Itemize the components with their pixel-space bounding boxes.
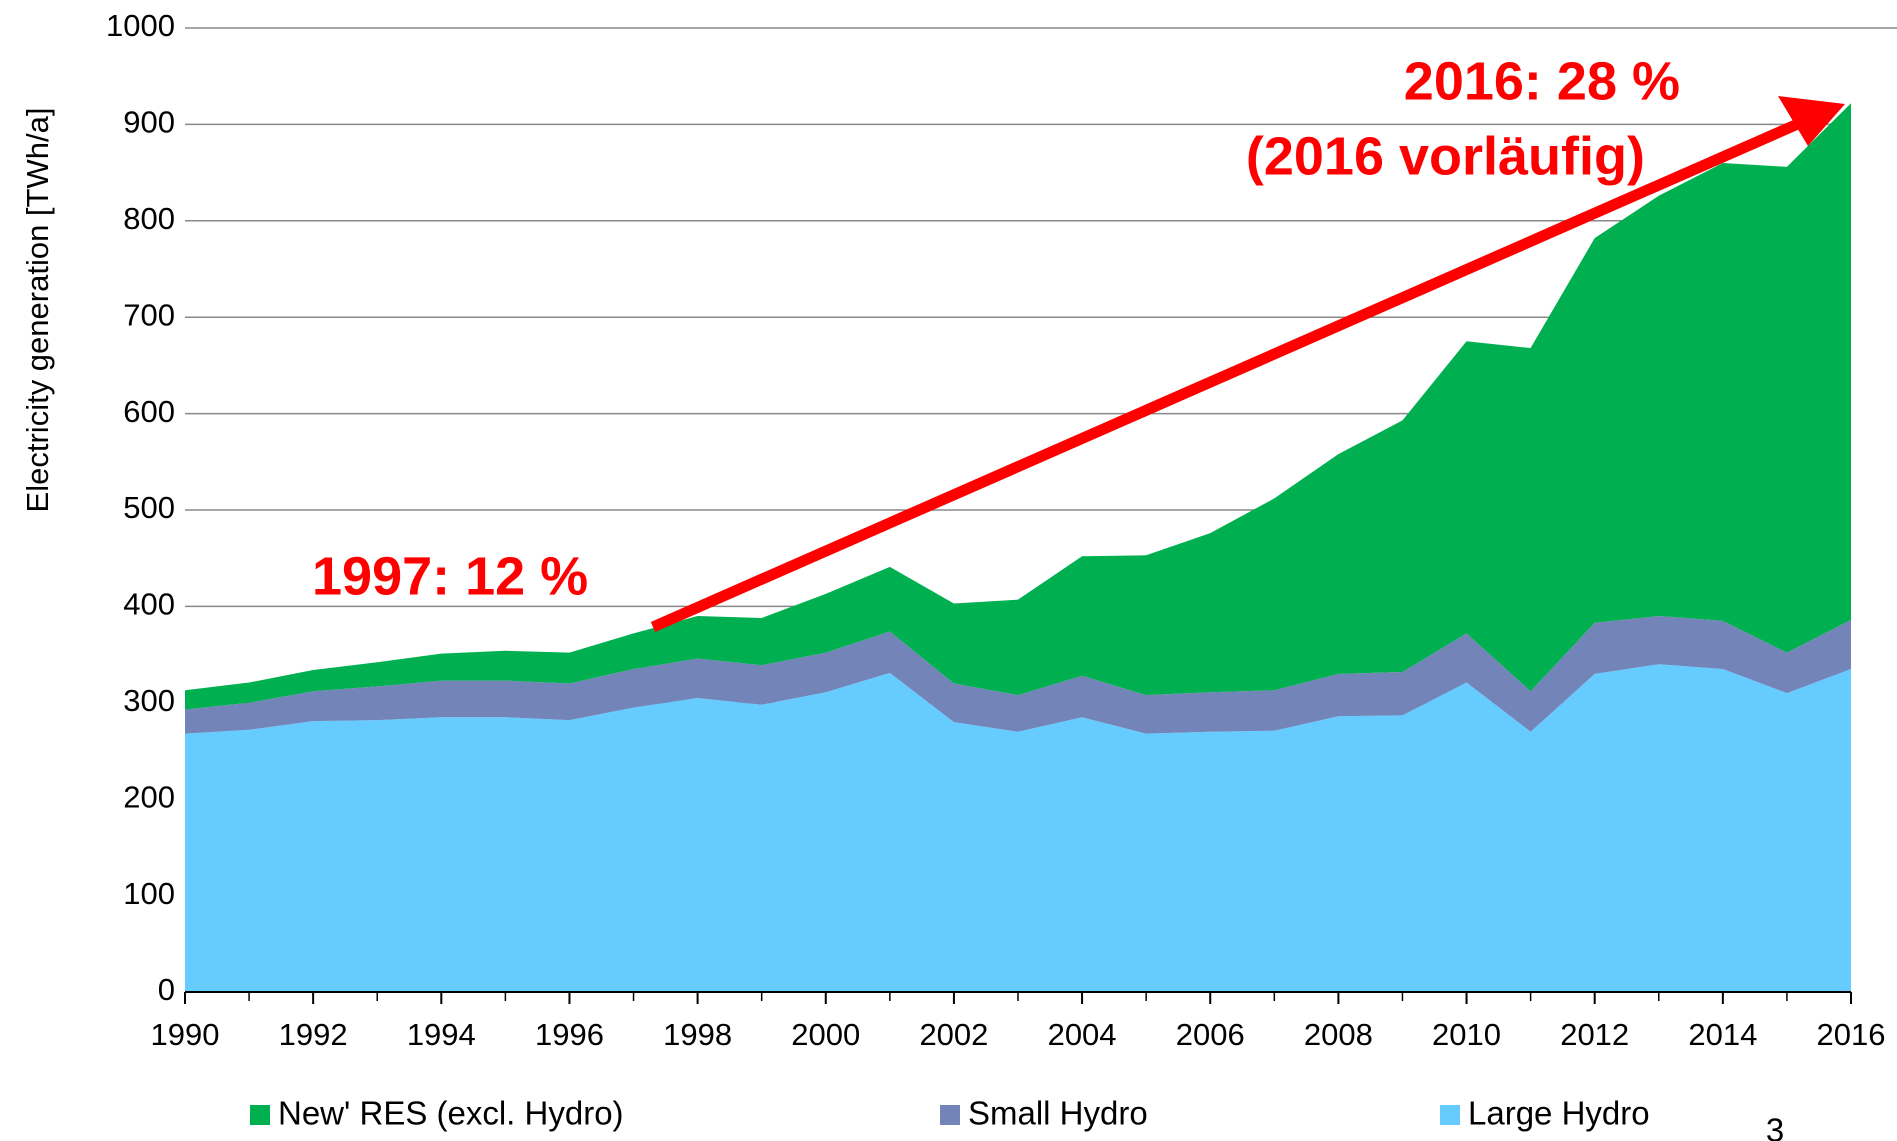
annotation: 2016: 28 % — [1404, 51, 1680, 111]
y-tick-label: 100 — [123, 876, 175, 911]
y-tick-label: 1000 — [106, 8, 175, 43]
areas — [185, 103, 1851, 992]
legend-swatch — [1440, 1105, 1460, 1125]
y-tick-label: 700 — [123, 297, 175, 332]
annotation: (2016 vorläufig) — [1246, 126, 1645, 186]
x-tick-label: 1992 — [279, 1017, 348, 1052]
legend-swatch — [250, 1105, 270, 1125]
legend-label: New' RES (excl. Hydro) — [278, 1095, 624, 1132]
y-axis-label: Electricity generation [TWh/a] — [20, 108, 55, 513]
y-tick-label: 300 — [123, 683, 175, 718]
arrow-head — [1778, 96, 1845, 146]
y-tick-label: 800 — [123, 201, 175, 236]
trend-arrow — [650, 117, 1803, 633]
x-tick-label: 2002 — [919, 1017, 988, 1052]
area — [185, 664, 1851, 992]
y-tick-label: 400 — [123, 587, 175, 622]
legend-label: Large Hydro — [1468, 1095, 1650, 1132]
x-tick-label: 2006 — [1176, 1017, 1245, 1052]
y-tick-label: 200 — [123, 779, 175, 814]
y-tick-label: 0 — [158, 972, 175, 1007]
x-tick-label: 2012 — [1560, 1017, 1629, 1052]
area — [185, 103, 1851, 710]
y-tick-label: 600 — [123, 394, 175, 429]
axes: 0 100 200 300 400 500 600 700 800 900 1000 1990 1992… — [106, 8, 1885, 1052]
x-tick-label: 2000 — [791, 1017, 860, 1052]
x-tick-label: 2004 — [1048, 1017, 1117, 1052]
x-tick-label: 1998 — [663, 1017, 732, 1052]
x-tick-label: 1996 — [535, 1017, 604, 1052]
y-tick-label: 500 — [123, 490, 175, 525]
legend-label: Small Hydro — [968, 1095, 1148, 1132]
page-number: 3 — [1766, 1112, 1784, 1141]
x-tick-label: 2014 — [1688, 1017, 1757, 1052]
x-tick-label: 2016 — [1817, 1017, 1886, 1052]
y-tick-label: 900 — [123, 105, 175, 140]
x-tick-label: 1994 — [407, 1017, 476, 1052]
x-tick-label: 2010 — [1432, 1017, 1501, 1052]
legend-swatch — [940, 1105, 960, 1125]
area — [185, 616, 1851, 734]
x-tick-label: 2008 — [1304, 1017, 1373, 1052]
annotation: 1997: 12 % — [312, 546, 588, 606]
x-tick-label: 1990 — [151, 1017, 220, 1052]
